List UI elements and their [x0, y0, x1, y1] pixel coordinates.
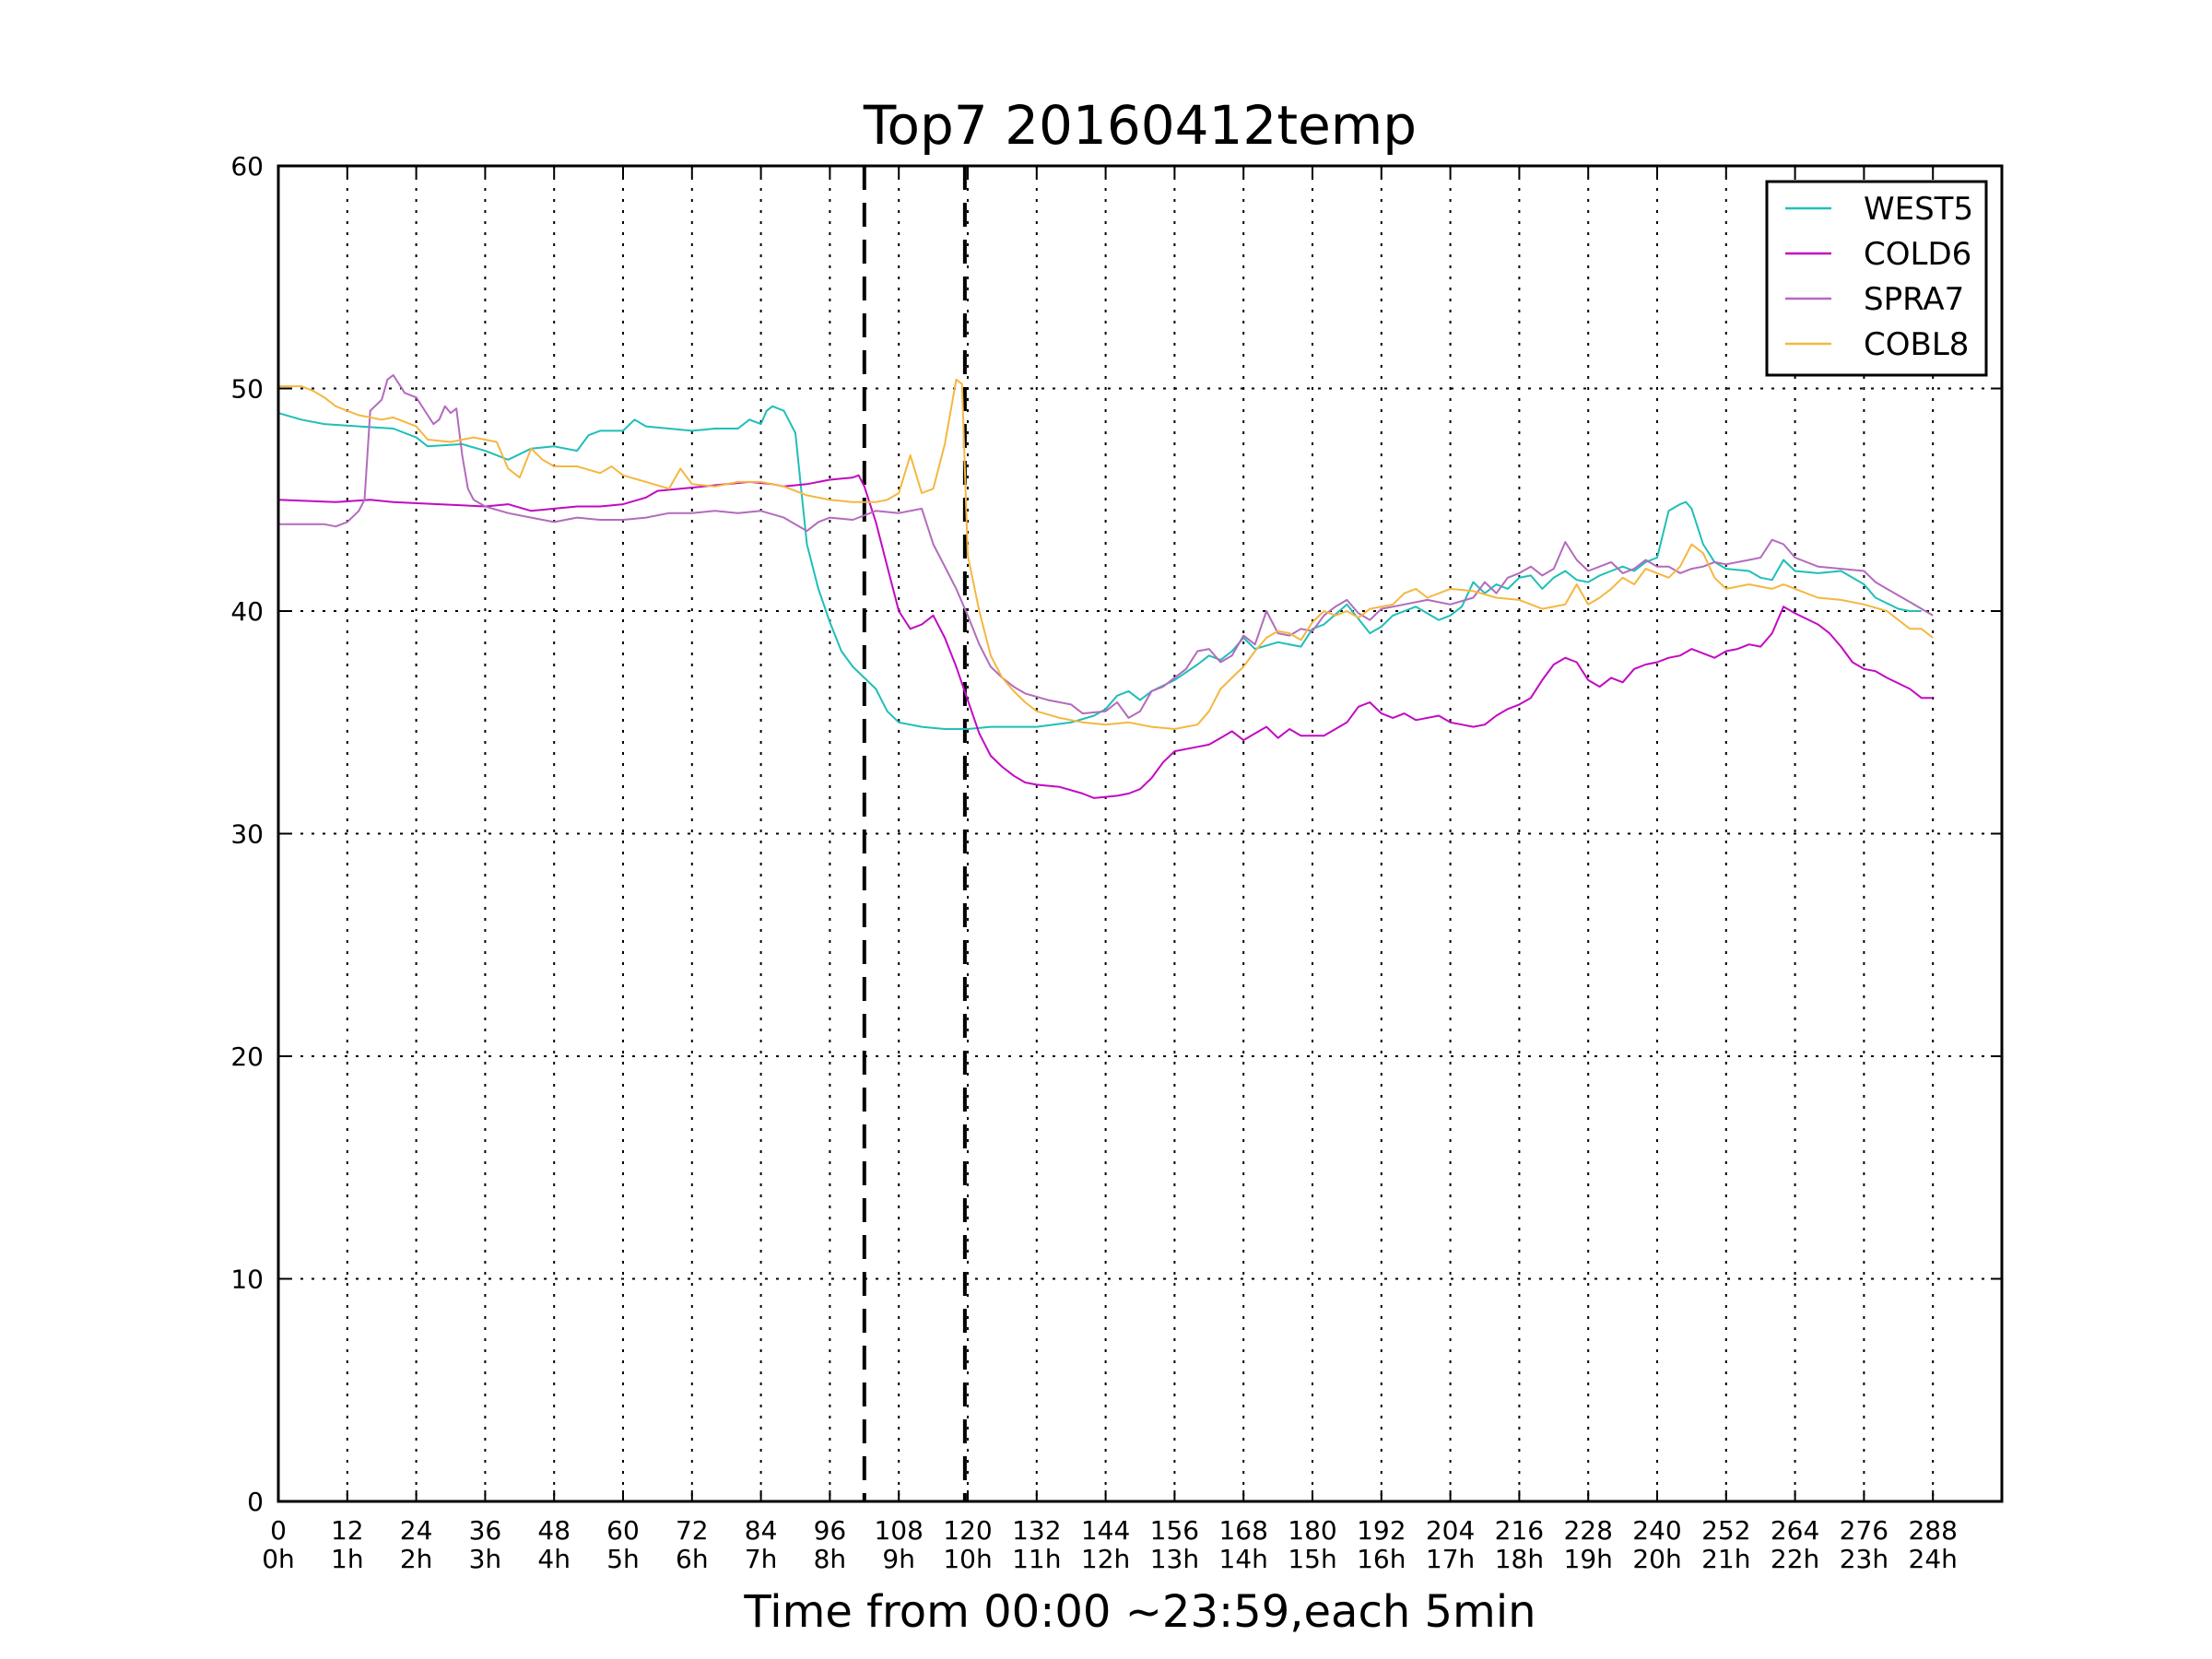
x-tick-label: 36 — [469, 1515, 502, 1546]
x-tick-label: 132 — [1012, 1515, 1061, 1546]
x-tick-label: 84 — [745, 1515, 778, 1546]
x-tick-sublabel: 16h — [1357, 1544, 1406, 1574]
x-tick-sublabel: 22h — [1771, 1544, 1819, 1574]
y-tick-label: 30 — [230, 819, 264, 850]
x-tick-label: 168 — [1218, 1515, 1267, 1546]
y-tick-label: 0 — [247, 1487, 264, 1517]
x-tick-label: 216 — [1495, 1515, 1544, 1546]
x-tick-sublabel: 6h — [676, 1544, 709, 1574]
x-tick-label: 288 — [1908, 1515, 1957, 1546]
series-line-spra7 — [278, 374, 1934, 719]
x-tick-label: 48 — [537, 1515, 571, 1546]
x-tick-sublabel: 15h — [1288, 1544, 1336, 1574]
x-tick-sublabel: 17h — [1426, 1544, 1475, 1574]
x-tick-sublabel: 2h — [400, 1544, 433, 1574]
x-tick-label: 264 — [1771, 1515, 1819, 1546]
x-tick-sublabel: 10h — [943, 1544, 992, 1574]
x-tick-sublabel: 4h — [537, 1544, 571, 1574]
legend-label-cold6: COLD6 — [1864, 236, 1971, 273]
x-tick-sublabel: 24h — [1909, 1544, 1958, 1574]
reference-lines — [862, 166, 967, 1501]
legend-label-west5: WEST5 — [1864, 191, 1973, 228]
x-tick-label: 228 — [1563, 1515, 1612, 1546]
x-tick-sublabel: 9h — [882, 1544, 915, 1574]
series-line-cobl8 — [278, 378, 1934, 730]
x-tick-label: 192 — [1357, 1515, 1406, 1546]
x-tick-sublabel: 0h — [262, 1544, 295, 1574]
gridlines — [278, 166, 2002, 1501]
x-tick-label: 96 — [814, 1515, 847, 1546]
x-tick-label: 120 — [943, 1515, 992, 1546]
x-tick-label: 276 — [1840, 1515, 1888, 1546]
axis-ticks — [277, 165, 2002, 1502]
x-tick-label: 252 — [1701, 1515, 1750, 1546]
legend: WEST5 COLD6 SPRA7 COBL8 — [1765, 180, 1988, 377]
x-tick-sublabel: 7h — [745, 1544, 778, 1574]
x-tick-sublabel: 14h — [1219, 1544, 1268, 1574]
chart-title: Top7 20160412temp — [863, 94, 1417, 157]
series-line-west5 — [277, 405, 1922, 730]
x-tick-label: 24 — [400, 1515, 433, 1546]
y-tick-label: 20 — [230, 1041, 264, 1072]
x-tick-sublabel: 21h — [1701, 1544, 1750, 1574]
x-tick-label: 60 — [606, 1515, 640, 1546]
x-tick-sublabel: 1h — [331, 1544, 364, 1574]
x-tick-sublabel: 20h — [1632, 1544, 1681, 1574]
x-tick-label: 240 — [1632, 1515, 1681, 1546]
y-tick-label: 40 — [230, 596, 264, 627]
x-tick-label: 180 — [1288, 1515, 1336, 1546]
x-tick-label: 156 — [1150, 1515, 1199, 1546]
x-tick-sublabel: 3h — [469, 1544, 502, 1574]
y-tick-label: 50 — [230, 374, 264, 405]
x-tick-sublabel: 13h — [1150, 1544, 1199, 1574]
x-tick-label: 108 — [874, 1515, 923, 1546]
x-tick-sublabel: 5h — [606, 1544, 640, 1574]
x-tick-sublabel: 11h — [1012, 1544, 1061, 1574]
legend-label-cobl8: COBL8 — [1864, 326, 1969, 363]
x-tick-label: 144 — [1081, 1515, 1130, 1546]
x-tick-label: 72 — [676, 1515, 709, 1546]
x-axis-label: Time from 00:00 ~23:59,each 5min — [743, 1586, 1535, 1638]
x-tick-sublabel: 12h — [1081, 1544, 1130, 1574]
y-axis: 0 10 20 30 40 50 60 — [230, 151, 264, 1517]
x-tick-sublabel: 23h — [1840, 1544, 1888, 1574]
x-tick-label: 204 — [1426, 1515, 1475, 1546]
legend-entries: WEST5 COLD6 SPRA7 COBL8 — [1785, 191, 1973, 363]
x-tick-sublabel: 18h — [1495, 1544, 1544, 1574]
x-tick-sublabel: 19h — [1564, 1544, 1613, 1574]
legend-label-spra7: SPRA7 — [1864, 281, 1964, 318]
y-tick-label: 10 — [230, 1265, 264, 1295]
x-tick-sublabel: 8h — [814, 1544, 847, 1574]
x-tick-label: 0 — [270, 1515, 287, 1546]
data-series — [277, 374, 1934, 799]
x-tick-label: 12 — [331, 1515, 364, 1546]
y-tick-label: 60 — [230, 151, 264, 182]
